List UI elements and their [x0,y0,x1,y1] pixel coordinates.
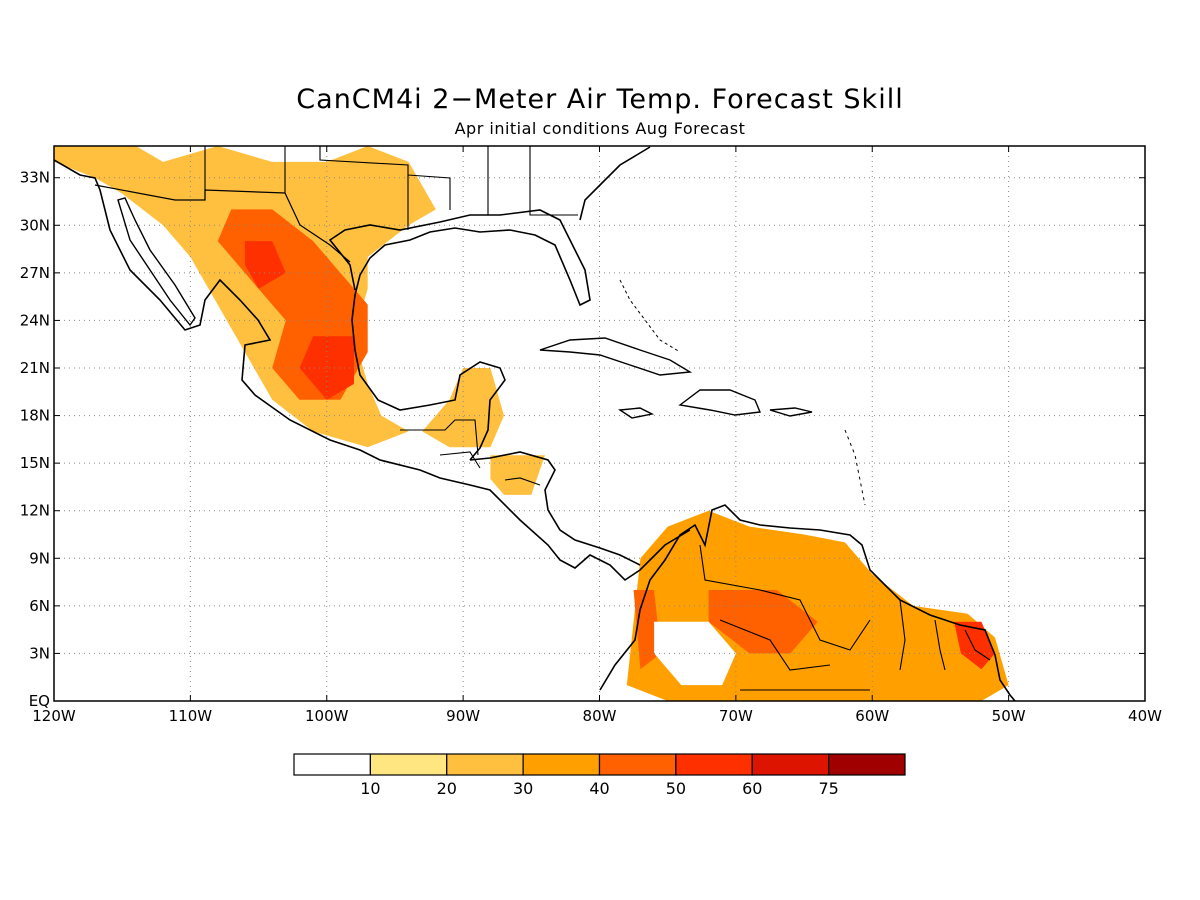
map-subtitle: Apr initial conditions Aug Forecast [454,119,746,138]
coast-south-america [599,504,1016,701]
skill-region-orinoco-peak [708,590,818,654]
border-us-states [204,146,578,230]
lon-tick-label: 90W [446,707,480,725]
skill-region-french-guiana-peak [954,621,995,670]
colorbar-swatch [828,753,906,776]
lon-tick-label: 110W [169,707,213,725]
lat-tick-label: 3N [29,644,50,662]
colorbar-label: 30 [513,779,533,798]
skill-region-honduras [490,455,545,495]
skill-region-yucatan-belize [422,368,504,448]
lon-tick-label: 50W [992,707,1026,725]
lon-tick-label: 100W [305,707,349,725]
colorbar-swatch [598,753,677,776]
coast-baja [117,197,196,327]
lat-tick-label: EQ [29,692,50,710]
coast-north-america [54,159,691,582]
lon-tick-label: 80W [583,707,617,725]
coast-gulf-mexico [328,209,591,461]
coast-hispaniola [678,389,762,416]
coastlines [54,146,1016,701]
colorbar: 10 20 30 40 50 60 75 [293,753,906,798]
skill-region-coahuila-peak [244,241,286,289]
coast-lesser-antilles [844,429,866,506]
map-title: CanCM4i 2−Meter Air Temp. Forecast Skill [296,84,904,115]
lat-tick-label: 18N [20,407,50,425]
lon-tick-label: 70W [719,707,753,725]
colorbar-swatch [293,753,371,776]
skill-region-central-mexico-peak [299,336,354,400]
coast-cuba [539,337,693,376]
lat-tick-label: 6N [29,597,50,615]
coast-atlantic-us [579,146,651,221]
border-us-mexico [94,184,351,263]
lat-tick-label: 9N [29,549,50,567]
colorbar-swatch [751,753,830,776]
colorbar-swatch [369,753,448,776]
lat-tick-label: 27N [20,264,50,282]
border-south-america [699,544,991,691]
colorbar-label: 75 [818,779,838,798]
lat-tick-label: 24N [20,311,50,329]
lat-tick-label: 33N [20,169,50,187]
lon-tick-label: 40W [1128,707,1162,725]
colorbar-swatch [446,753,524,776]
colorbar-label: 20 [437,779,457,798]
colorbar-label: 50 [666,779,686,798]
lon-tick-label: 60W [855,707,889,725]
lat-tick-label: 30N [20,216,50,234]
coast-jamaica [617,407,655,419]
colorbar-label: 40 [589,779,609,798]
skill-shading [54,146,1009,701]
graticule [54,146,1145,701]
lat-tick-label: 21N [20,359,50,377]
border-central-america [400,419,541,486]
colorbar-label: 10 [360,779,380,798]
lon-tick-label: 120W [32,707,76,725]
coast-central-america-caribbean [469,451,641,566]
lat-tick-label: 15N [20,454,50,472]
coast-bahamas [619,279,681,353]
colorbar-label: 60 [742,779,762,798]
lat-tick-label: 12N [20,502,50,520]
colorbar-swatch [675,753,753,776]
colorbar-swatch [522,753,601,776]
coast-puerto-rico [769,407,813,417]
